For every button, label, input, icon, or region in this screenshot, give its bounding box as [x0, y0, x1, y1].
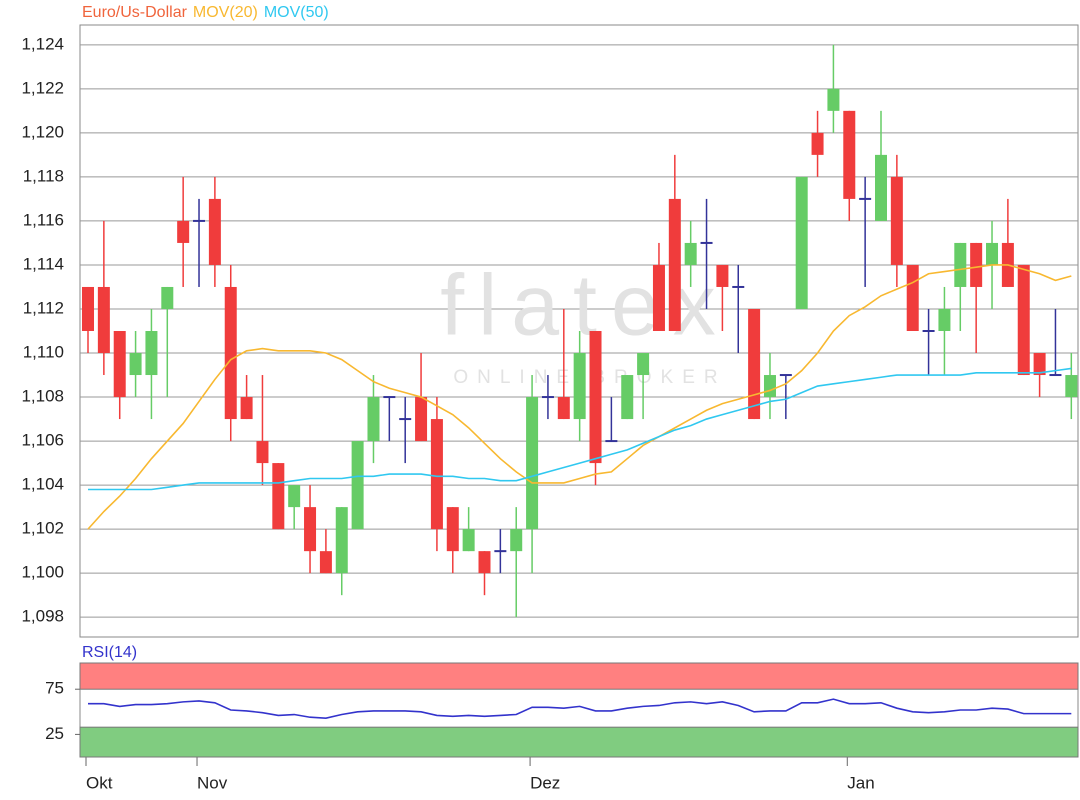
candle-body: [986, 242, 999, 265]
y-tick-label: 1,106: [21, 431, 64, 450]
candle-body: [795, 176, 808, 309]
candle-body: [177, 220, 190, 243]
candle-body: [367, 397, 380, 442]
candle-body: [304, 507, 317, 552]
candle-body: [240, 397, 253, 420]
candle-body: [351, 441, 364, 530]
candle-body: [446, 507, 459, 552]
y-tick-label: 1,102: [21, 519, 64, 538]
candle-body: [462, 529, 475, 552]
moving-average-line: [88, 367, 1072, 491]
candle-body: [526, 397, 539, 530]
y-tick-label: 75: [45, 679, 64, 698]
candle-body: [145, 331, 158, 376]
candle-body: [1065, 375, 1078, 398]
moving-average-line: [87, 264, 1072, 530]
candle-body: [335, 507, 348, 574]
legend-entry: MOV(50): [264, 4, 329, 21]
candle-body: [716, 264, 729, 287]
candle-body: [430, 419, 443, 530]
candle-body: [652, 264, 665, 331]
candle-body: [684, 242, 697, 265]
y-tick-label: 1,116: [23, 210, 64, 229]
legend-entry: MOV(20): [193, 4, 258, 21]
candle-body: [82, 286, 94, 331]
candle-body: [906, 264, 919, 331]
candle-body: [811, 132, 824, 155]
candle-body: [589, 331, 602, 464]
panel-title: RSI(14): [82, 644, 137, 661]
candle-body: [113, 331, 126, 398]
x-tick-label: Jan: [847, 773, 874, 792]
y-tick-label: 1,124: [21, 34, 64, 53]
candle-body: [1033, 353, 1046, 376]
candle-body: [970, 242, 983, 287]
x-tick-label: Dez: [530, 773, 560, 792]
candle-body: [256, 441, 269, 464]
y-tick-label: 1,112: [23, 298, 64, 317]
candle-body: [621, 375, 634, 420]
watermark: flatex: [440, 258, 730, 354]
y-tick-label: 1,100: [21, 563, 64, 582]
candle-body: [510, 529, 523, 552]
x-tick-label: Nov: [197, 773, 228, 792]
y-tick-label: 1,104: [21, 475, 64, 494]
candle-body: [557, 397, 570, 420]
y-tick-label: 1,098: [21, 607, 64, 626]
candle-body: [319, 551, 332, 574]
y-tick-label: 1,118: [23, 166, 64, 185]
legend-entry: Euro/Us-Dollar: [82, 4, 188, 21]
y-tick-label: 1,110: [23, 342, 64, 361]
candle-body: [478, 551, 491, 574]
candle-body: [763, 375, 776, 398]
candle-body: [890, 176, 903, 265]
y-tick-label: 1,122: [21, 78, 64, 97]
zone-band: [79, 662, 1079, 690]
candle-body: [637, 353, 650, 376]
candle-body: [843, 110, 856, 199]
candle-body: [875, 154, 887, 221]
y-tick-label: 1,120: [21, 122, 64, 141]
candle-body: [272, 463, 285, 530]
rsi-line: [88, 698, 1072, 719]
candle-body: [97, 286, 110, 354]
candle-body: [208, 198, 221, 265]
candle-body: [748, 308, 761, 420]
x-tick-label: Okt: [86, 773, 113, 792]
candle-body: [573, 353, 586, 420]
candle-body: [288, 485, 301, 508]
candle-body: [161, 286, 174, 309]
candle-body: [827, 88, 840, 111]
candle-body: [938, 308, 951, 331]
candle-body: [1017, 264, 1030, 376]
candle-body: [224, 286, 237, 420]
candle-body: [129, 353, 142, 376]
y-tick-label: 25: [45, 724, 64, 743]
zone-band: [79, 726, 1079, 758]
candle-body: [668, 198, 681, 331]
candle-body: [415, 397, 428, 442]
y-tick-label: 1,114: [23, 254, 64, 273]
candle-body: [954, 242, 967, 287]
y-tick-label: 1,108: [21, 387, 64, 406]
